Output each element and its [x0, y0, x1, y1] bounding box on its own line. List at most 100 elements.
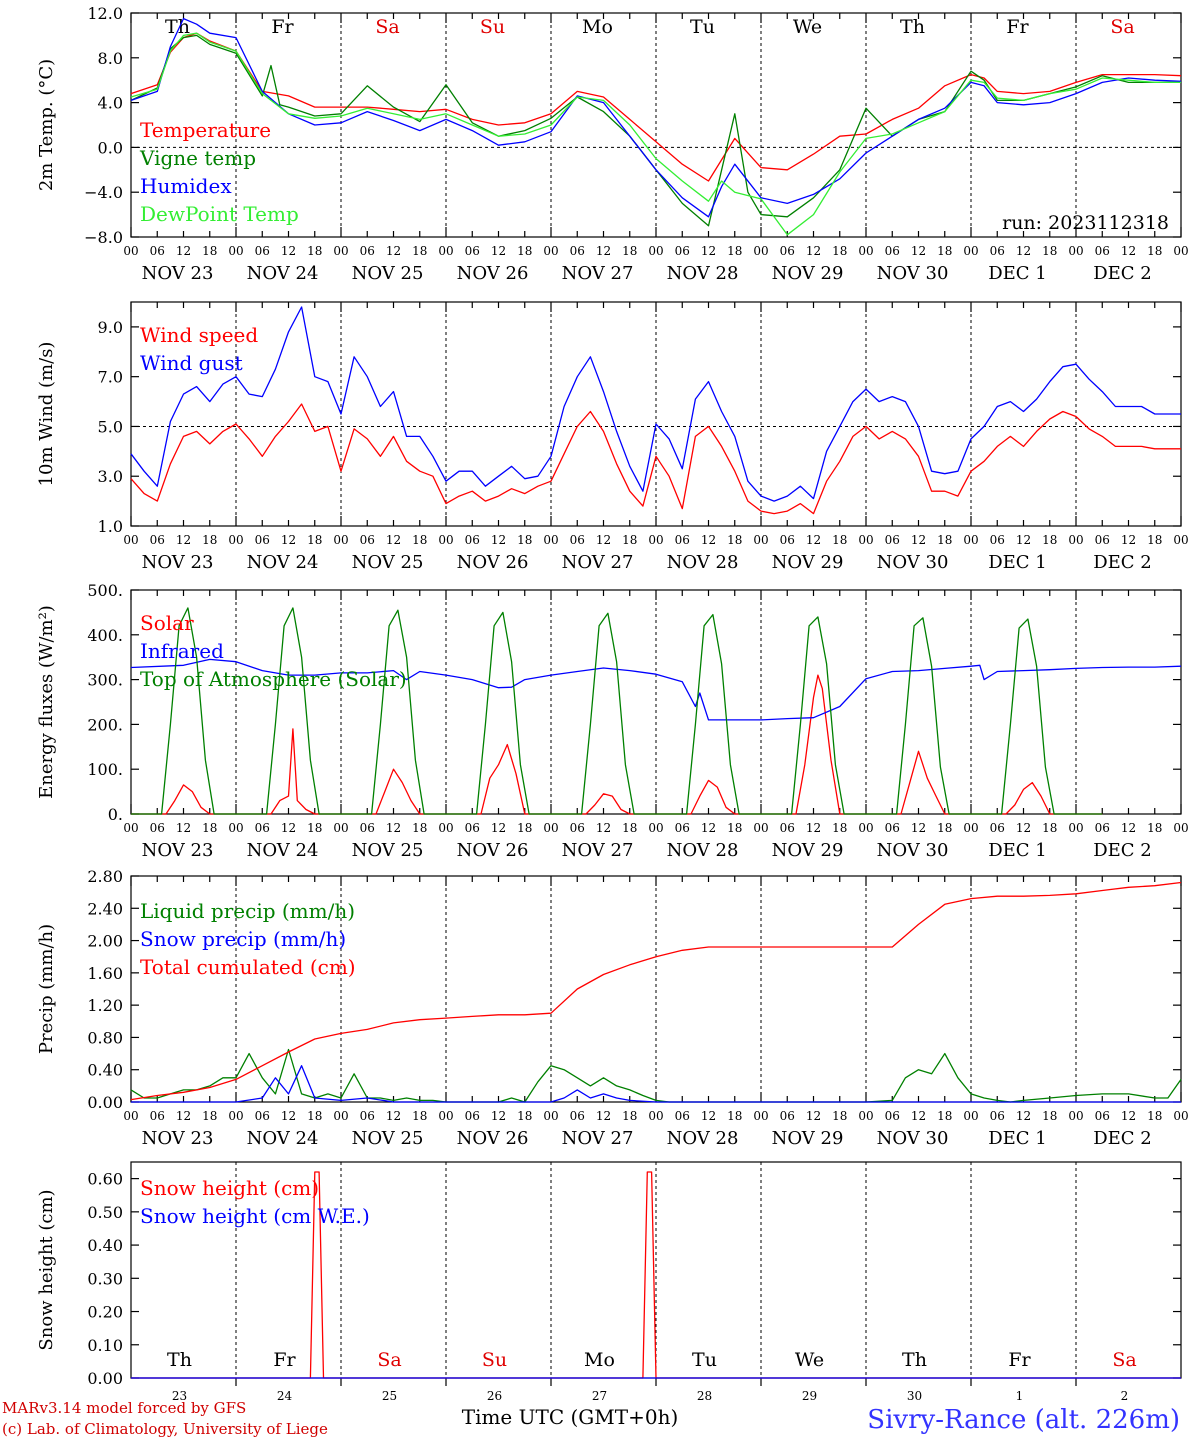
hour-label: 06	[360, 1109, 375, 1123]
hour-label: 06	[570, 533, 585, 547]
date-label: NOV 29	[772, 552, 844, 573]
plot-frame	[130, 301, 1182, 527]
hour-label: 18	[832, 1109, 847, 1123]
hour-label: 00	[963, 1109, 978, 1123]
hour-label: 12	[491, 1109, 506, 1123]
hour-label: 18	[937, 533, 952, 547]
hour-label: 12	[806, 1109, 821, 1123]
hour-label: 00	[333, 1109, 348, 1123]
day-name: Fr	[1006, 16, 1029, 38]
day-number: 27	[592, 1389, 607, 1403]
hour-label: 00	[1173, 533, 1188, 547]
hour-label: 12	[386, 1109, 401, 1123]
hour-label: 18	[1147, 1109, 1162, 1123]
hour-label: 00	[123, 821, 138, 835]
hour-label: 06	[150, 533, 165, 547]
date-label: NOV 23	[142, 263, 214, 284]
date-label: NOV 25	[352, 263, 424, 284]
hour-label: 12	[701, 244, 716, 258]
hour-label: 06	[885, 821, 900, 835]
legend-entry: Snow height (cm W.E.)	[140, 1204, 370, 1228]
day-name: Th	[167, 1349, 192, 1371]
hour-label: 18	[727, 244, 742, 258]
hour-label: 00	[228, 533, 243, 547]
date-label: DEC 1	[988, 263, 1047, 284]
hour-label: 00	[753, 1109, 768, 1123]
series-line-1	[131, 674, 1103, 815]
day-name: Th	[902, 1349, 927, 1371]
panel-2: 9.0 7.0 5.0 3.0 1.0 10m Wind (m/s) 00 06 12 18 00 0…	[36, 301, 1189, 573]
hour-label: 18	[832, 821, 847, 835]
day-name: We	[795, 1349, 824, 1371]
legend-entry: DewPoint Temp	[140, 202, 299, 226]
hour-label: 00	[1068, 1109, 1083, 1123]
hour-label: 06	[570, 821, 585, 835]
hour-label: 12	[806, 821, 821, 835]
hour-label: 00	[858, 1109, 873, 1123]
hour-label: 06	[675, 821, 690, 835]
hour-label: 00	[648, 533, 663, 547]
legend-entry: Temperature	[140, 118, 271, 142]
y-axis-title: 10m Wind (m/s)	[36, 342, 57, 487]
day-number: 1	[1016, 1389, 1024, 1403]
hour-label: 18	[412, 1109, 427, 1123]
day-name: Th	[900, 16, 925, 38]
hour-label: 06	[1095, 1109, 1110, 1123]
y-tick-label: 5.0	[98, 417, 123, 436]
hour-label: 00	[648, 821, 663, 835]
lab-credit: (c) Lab. of Climatology, University of L…	[2, 1420, 328, 1438]
hour-label: 00	[648, 1109, 663, 1123]
hour-label: 00	[333, 244, 348, 258]
legend-entry: Vigne temp	[139, 146, 256, 170]
hour-label: 18	[412, 533, 427, 547]
date-label: NOV 23	[142, 552, 214, 573]
hour-label: 18	[1147, 821, 1162, 835]
day-number: 25	[382, 1389, 397, 1403]
hour-label: 00	[858, 244, 873, 258]
hour-label: 00	[1068, 533, 1083, 547]
hour-label: 06	[255, 1109, 270, 1123]
date-label: NOV 28	[667, 1128, 739, 1149]
y-tick-label: 2.40	[87, 899, 123, 918]
hour-label: 00	[1173, 1109, 1188, 1123]
hour-label: 06	[255, 244, 270, 258]
hour-label: 00	[963, 244, 978, 258]
hour-label: 00	[333, 821, 348, 835]
day-name: Tu	[690, 16, 715, 38]
hour-label: 12	[911, 821, 926, 835]
day-name: Sa	[1112, 1349, 1136, 1371]
hour-label: 00	[1173, 244, 1188, 258]
hour-label: 00	[228, 244, 243, 258]
hour-label: 06	[570, 244, 585, 258]
date-label: DEC 2	[1093, 1128, 1152, 1149]
y-tick-label: 0.40	[87, 1061, 123, 1080]
hour-label: 18	[622, 821, 637, 835]
hour-label: 12	[281, 244, 296, 258]
date-label: NOV 30	[877, 1128, 949, 1149]
hour-label: 06	[150, 244, 165, 258]
hour-label: 00	[123, 244, 138, 258]
hour-label: 18	[622, 1109, 637, 1123]
legend-entry: Snow precip (mm/h)	[140, 927, 346, 951]
date-label: NOV 28	[667, 263, 739, 284]
date-label: NOV 27	[562, 263, 634, 284]
y-tick-label: 0.0	[98, 138, 123, 157]
date-label: NOV 29	[772, 840, 844, 861]
hour-label: 12	[806, 533, 821, 547]
hour-label: 12	[386, 533, 401, 547]
series-line-1	[130, 403, 1181, 515]
hour-label: 06	[990, 821, 1005, 835]
hour-label: 00	[438, 533, 453, 547]
hour-label: 12	[1121, 821, 1136, 835]
hour-label: 18	[937, 244, 952, 258]
date-label: NOV 26	[457, 552, 529, 573]
hour-label: 06	[465, 533, 480, 547]
hour-label: 00	[963, 533, 978, 547]
legend-entry: Wind speed	[140, 323, 258, 347]
hour-label: 12	[1121, 244, 1136, 258]
y-tick-label: 0.30	[87, 1269, 123, 1288]
hour-label: 12	[281, 1109, 296, 1123]
y-tick-label: 3.0	[98, 467, 123, 486]
date-label: NOV 24	[247, 552, 319, 573]
legend-entry: Liquid precip (mm/h)	[140, 899, 355, 923]
